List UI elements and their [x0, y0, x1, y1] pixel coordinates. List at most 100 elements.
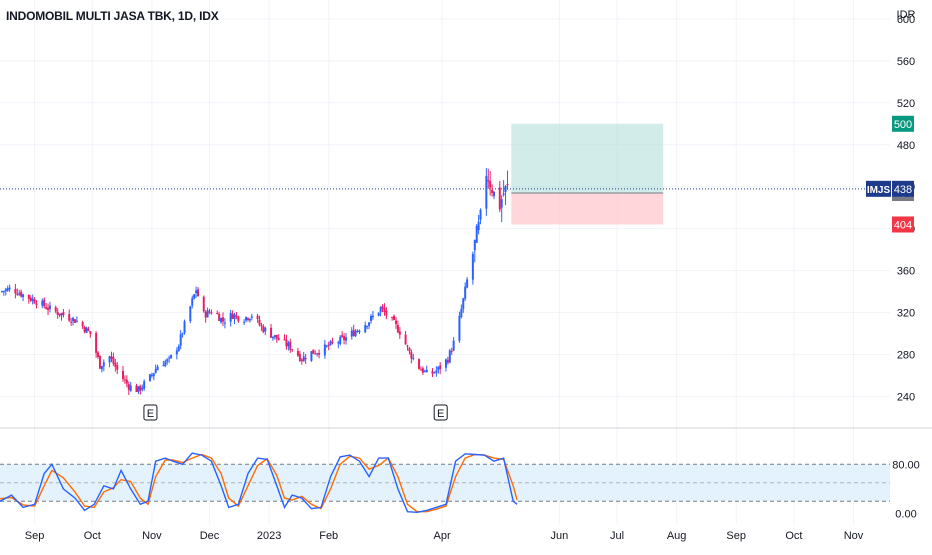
candle-body: [264, 327, 267, 332]
candle-body: [129, 385, 132, 391]
candle-body: [398, 331, 401, 335]
candle-body: [137, 386, 140, 392]
candle-body: [208, 311, 211, 313]
date-tick-label: Aug: [667, 530, 687, 542]
candle-body: [45, 307, 48, 309]
currency-label: IDR: [897, 9, 916, 21]
candle-body: [141, 387, 144, 390]
candle-body: [250, 316, 253, 318]
candle-body: [316, 353, 319, 355]
candle-body: [331, 341, 334, 343]
target-badge[interactable]: [892, 115, 914, 132]
candle-body: [408, 347, 411, 352]
earnings-marker[interactable]: [143, 404, 158, 421]
candle-body: [393, 315, 396, 320]
candle-body: [329, 341, 332, 345]
candle-body: [450, 351, 453, 353]
candle-body: [75, 320, 78, 322]
symbol-badge[interactable]: [866, 180, 891, 197]
candle-body: [231, 313, 234, 319]
candle-body: [22, 294, 25, 298]
candle-body: [446, 359, 449, 363]
candle-body: [175, 350, 178, 355]
candle-body: [418, 359, 421, 369]
earnings-marker[interactable]: [433, 404, 448, 421]
loss-zone[interactable]: [511, 193, 664, 225]
candle-body: [246, 318, 249, 320]
stoch-k-line: [0, 452, 518, 514]
candle-body: [291, 349, 294, 351]
candle-body: [433, 372, 436, 374]
candle-body: [189, 306, 192, 322]
candle-body: [385, 310, 388, 316]
candle-body: [221, 317, 224, 322]
candle-body: [183, 321, 186, 334]
candle-body: [29, 297, 32, 301]
candle-body: [431, 371, 434, 374]
candle-body: [156, 366, 159, 371]
candle-body: [275, 334, 278, 339]
price-tick-label: 520: [897, 98, 915, 110]
candle-body: [68, 314, 71, 321]
candle-body: [368, 322, 371, 326]
candle-body: [31, 298, 34, 302]
candle-body: [60, 313, 63, 316]
candle-body: [358, 330, 361, 332]
candle-body: [444, 359, 447, 368]
last-price-badge-text: 438: [894, 184, 912, 196]
candle-body: [437, 366, 440, 370]
candle-body: [466, 279, 469, 288]
candle-body: [464, 286, 467, 299]
stop-badge[interactable]: [892, 216, 914, 233]
candle-body: [345, 337, 348, 341]
candle-body: [471, 253, 474, 280]
date-tick-label: Dec: [200, 530, 220, 542]
candle-body: [452, 340, 455, 351]
candle-body: [356, 330, 359, 332]
price-tick-label: 600: [897, 14, 915, 26]
candle-body: [406, 345, 409, 347]
candle-body: [43, 299, 46, 307]
candle-body: [48, 305, 51, 309]
candle-body: [18, 293, 21, 295]
date-tick-label: Nov: [844, 530, 864, 542]
date-tick-label: Feb: [319, 530, 338, 542]
last-price-badge[interactable]: [892, 180, 914, 197]
candle-body: [458, 315, 461, 341]
candle-body: [435, 370, 438, 373]
candle-body: [162, 365, 165, 367]
candle-body: [391, 317, 394, 319]
candle-body: [139, 385, 142, 391]
candle-body: [404, 334, 407, 345]
candle-body: [85, 327, 88, 333]
candle-body: [248, 318, 251, 321]
date-tick-label: Oct: [84, 530, 101, 542]
profit-zone[interactable]: [511, 123, 664, 194]
candle-body: [112, 357, 115, 364]
target-badge-text: 500: [894, 119, 912, 131]
stoch-tick-label: 80.00: [892, 459, 920, 471]
candle-body: [97, 352, 100, 357]
candle-body: [83, 326, 86, 332]
candle-body: [277, 338, 280, 341]
candle-body: [410, 351, 413, 359]
candle-body: [14, 288, 17, 294]
candle-body: [220, 317, 223, 323]
candle-body: [448, 350, 451, 363]
candle-body: [394, 320, 397, 325]
candle-body: [206, 310, 209, 318]
candle-body: [102, 362, 105, 367]
candle-body: [168, 357, 171, 359]
candle-body: [377, 312, 380, 316]
candle-body: [421, 368, 424, 373]
candle-body: [154, 369, 157, 374]
date-tick-label: Nov: [142, 530, 162, 542]
candle-body: [72, 317, 75, 322]
candle-body: [116, 365, 119, 370]
candle-body: [302, 356, 305, 362]
candle-body: [233, 314, 236, 320]
candle-body: [498, 187, 501, 210]
date-tick-label: 2023: [257, 530, 281, 542]
